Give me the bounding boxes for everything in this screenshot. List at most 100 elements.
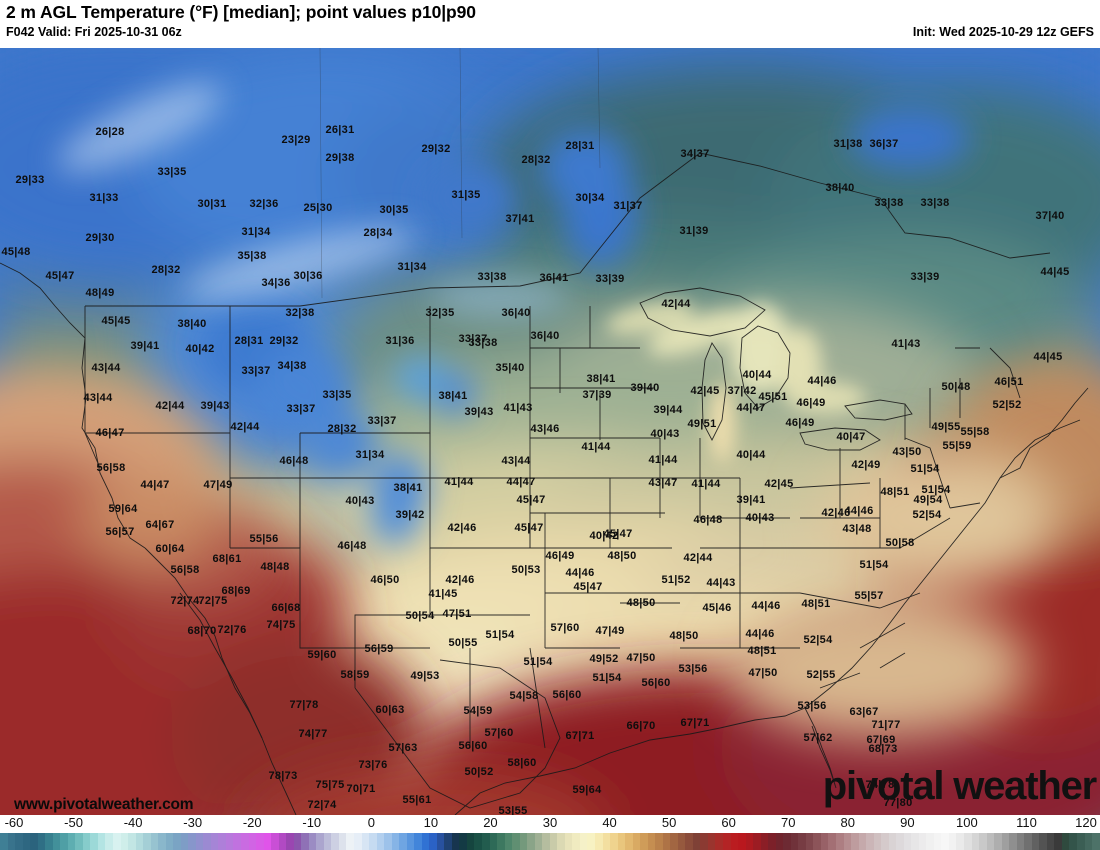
point-value-label: 52|54: [803, 634, 833, 646]
point-value-label: 28|31: [565, 140, 595, 152]
colorbar-swatch: [572, 833, 580, 850]
point-value-label: 48|51: [801, 598, 831, 610]
colorbar-swatch: [805, 833, 814, 850]
point-value-label: 43|44: [83, 392, 113, 404]
map-canvas[interactable]: 26|28 29|33 31|33 29|30 45|48 45|47 48|49 28|32…: [0, 48, 1100, 815]
point-value-label: 47|50: [748, 667, 778, 679]
point-value-label: 47|50: [626, 652, 656, 664]
point-value-label: 49|55: [931, 421, 961, 433]
point-value-label: 31|34: [397, 261, 427, 273]
point-value-label: 43|44: [91, 362, 121, 374]
colorbar-swatch: [685, 833, 693, 850]
colorbar-swatch: [97, 833, 106, 850]
point-value-label: 41|45: [428, 588, 458, 600]
point-value-label: 51|54: [485, 629, 515, 641]
point-value-label: 68|70: [187, 625, 217, 637]
header: 2 m AGL Temperature (°F) [median]; point…: [0, 0, 1100, 48]
valid-time-label: F042 Valid: Fri 2025-10-31 06z: [6, 25, 182, 39]
point-value-label: 33|35: [157, 166, 187, 178]
colorbar-swatch: [263, 833, 272, 850]
point-value-label: 51|54: [592, 672, 622, 684]
point-value-label: 48|49: [85, 287, 115, 299]
point-value-label: 77|78: [289, 699, 319, 711]
colorbar-swatch: [866, 833, 874, 850]
colorbar-swatch: [753, 833, 761, 850]
colorbar-tick: 50: [661, 815, 677, 830]
colorbar-swatch: [1001, 833, 1010, 850]
point-value-label: 28|31: [234, 335, 264, 347]
point-value-label: 49|53: [410, 670, 440, 682]
colorbar[interactable]: -60 -50 -40 -30 -20 -10 0 10 20 30 40 50 60 70 80 90 100…: [0, 815, 1100, 850]
point-value-label: 72|74: [307, 799, 337, 811]
point-value-label: 48|51: [880, 486, 910, 498]
colorbar-swatch: [888, 833, 897, 850]
colorbar-swatch: [760, 833, 769, 850]
point-value-label: 41|43: [891, 338, 921, 350]
colorbar-swatch: [429, 833, 437, 850]
colorbar-swatch: [406, 833, 415, 850]
colorbar-swatch: [715, 833, 723, 850]
map-graticule: [319, 48, 601, 299]
point-value-label: 44|47: [736, 402, 766, 414]
watermark-url: www.pivotalweather.com: [14, 796, 194, 813]
colorbar-swatch: [534, 833, 543, 850]
point-value-label: 32|35: [425, 307, 455, 319]
colorbar-swatch: [655, 833, 663, 850]
point-value-label: 46|47: [95, 427, 125, 439]
colorbar-tick: 110: [1016, 815, 1037, 830]
colorbar-tick: 60: [721, 815, 736, 830]
colorbar-swatch: [1054, 833, 1062, 850]
point-value-label: 64|67: [145, 519, 175, 531]
point-value-label: 39|43: [200, 400, 230, 412]
colorbar-swatch: [15, 833, 23, 850]
point-value-label: 48|48: [260, 561, 290, 573]
colorbar-swatch: [22, 833, 31, 850]
point-value-label: 67|71: [680, 717, 710, 729]
point-value-label: 40|42: [185, 343, 215, 355]
point-value-label: 51|54: [859, 559, 889, 571]
point-value-label: 45|47: [603, 528, 633, 540]
point-value-label: 42|46: [445, 574, 475, 586]
point-value-label: 26|31: [325, 124, 355, 136]
colorbar-swatch: [271, 833, 279, 850]
colorbar-swatch: [964, 833, 972, 850]
colorbar-tick: -60: [4, 815, 24, 830]
point-value-label: 47|49: [203, 479, 233, 491]
point-value-label: 41|44: [691, 478, 721, 490]
point-value-label: 33|37: [241, 365, 271, 377]
point-value-label: 50|48: [941, 381, 971, 393]
colorbar-swatch: [466, 833, 475, 850]
point-value-label: 72|74: [170, 595, 200, 607]
colorbar-swatch: [820, 833, 829, 850]
point-value-label: 35|40: [495, 362, 525, 374]
watermark-brand: pivotal weather: [822, 764, 1097, 808]
colorbar-swatch: [723, 833, 731, 850]
colorbar-tick: 40: [602, 815, 617, 830]
point-value-label: 51|54: [921, 484, 951, 496]
point-value-label: 28|32: [327, 423, 357, 435]
colorbar-swatch: [557, 833, 565, 850]
colorbar-swatch: [1069, 833, 1077, 850]
colorbar-swatch: [519, 833, 528, 850]
colorbar-swatch: [0, 833, 8, 850]
colorbar-swatch: [768, 833, 776, 850]
colorbar-swatch: [1024, 833, 1032, 850]
colorbar-tick: -50: [64, 815, 83, 830]
point-value-label: 77|80: [883, 797, 913, 809]
point-value-label: 33|38: [874, 197, 904, 209]
colorbar-tick: 70: [780, 815, 796, 830]
point-value-label: 46|50: [370, 574, 400, 586]
colorbar-swatch: [707, 833, 716, 850]
colorbar-swatch: [346, 833, 354, 850]
point-value-label: 52|55: [806, 669, 836, 681]
colorbar-swatch: [948, 833, 957, 850]
point-value-label: 46|48: [279, 455, 309, 467]
point-value-label: 29|33: [15, 174, 45, 186]
colorbar-swatch: [512, 833, 520, 850]
point-value-label: 45|45: [101, 315, 131, 327]
point-value-label: 56|60: [641, 677, 671, 689]
point-value-label: 56|57: [105, 526, 135, 538]
point-value-label: 44|46: [745, 628, 775, 640]
point-value-label: 60|64: [155, 543, 185, 555]
